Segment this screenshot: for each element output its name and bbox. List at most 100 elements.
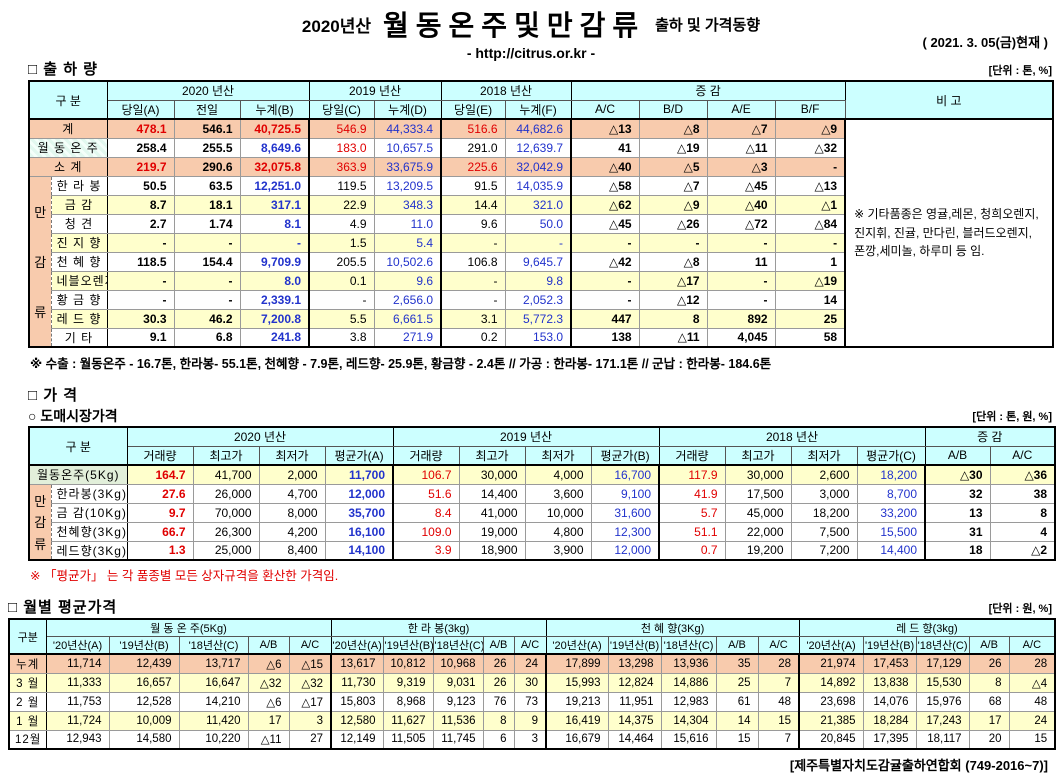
column-group-diff: 증 감 xyxy=(570,80,846,101)
column-header: A/C xyxy=(513,636,547,655)
column-header: B/F xyxy=(774,99,846,120)
column-header: A/C xyxy=(1008,636,1056,655)
data-cell: 14,076 xyxy=(862,691,917,712)
data-cell: 30 xyxy=(513,672,548,693)
data-cell: 3 xyxy=(288,710,333,731)
data-cell: 48 xyxy=(1008,691,1056,712)
data-cell: 12,000 xyxy=(324,483,395,504)
data-cell: 8.7 xyxy=(106,194,175,215)
table-row: 2 월 11,753 12,528 14,210 △6 △17 15,803 8,968 9,1… xyxy=(8,691,1056,712)
monthly-section-title: □ 월별 평균가격 xyxy=(8,599,118,616)
row-label: 금 감 xyxy=(50,194,108,215)
monthly-unit-label: [단위 : 원, %] xyxy=(988,603,1052,615)
data-cell: 33,200 xyxy=(856,502,927,523)
column-group-2020: 2020 년산 xyxy=(106,80,310,101)
row-label: 금 감(10Kg) xyxy=(50,502,128,523)
wholesale-heading: ○ 도매시장가격 [단위 : 톤, 원, %] xyxy=(28,406,1052,424)
data-cell: 14,580 xyxy=(108,729,180,750)
data-cell: 11,333 xyxy=(45,672,110,693)
row-label: 2 월 xyxy=(8,691,47,712)
data-cell: 35 xyxy=(715,653,759,674)
column-header-remarks: 비 고 xyxy=(844,80,1054,120)
data-cell: 1.74 xyxy=(173,213,241,234)
data-cell: - xyxy=(239,232,311,253)
column-group-2018: 2018 년산 xyxy=(658,426,926,447)
data-cell: △7 xyxy=(638,175,708,196)
data-cell: 8 xyxy=(989,502,1056,523)
data-cell: 348.3 xyxy=(373,194,443,215)
data-cell: 26 xyxy=(968,653,1010,674)
data-cell: △11 xyxy=(706,137,776,158)
column-header: '20년산(A) xyxy=(798,636,864,655)
data-cell: 2,600 xyxy=(790,464,858,485)
data-cell: 14,210 xyxy=(178,691,249,712)
data-cell: 16,419 xyxy=(545,710,609,731)
data-cell: 15,530 xyxy=(915,672,970,693)
site-url-link[interactable]: - http://citrus.or.kr - xyxy=(466,45,596,61)
data-cell: △84 xyxy=(774,213,847,234)
data-cell: 11,951 xyxy=(607,691,662,712)
data-cell: 28 xyxy=(757,653,801,674)
data-cell: △4 xyxy=(1008,672,1056,693)
data-cell: 30.3 xyxy=(106,308,175,329)
remarks-cell: ※ 기타품종은 영귤,레몬, 청희오렌지, 진지휘, 진귤, 만다린, 블러드오… xyxy=(844,118,1054,348)
data-cell: △15 xyxy=(288,653,333,674)
data-cell: 51.1 xyxy=(658,521,726,542)
data-cell: 117.9 xyxy=(658,464,726,485)
data-cell: 138 xyxy=(570,327,640,348)
data-cell: △45 xyxy=(570,213,640,234)
data-cell: 12,983 xyxy=(660,691,717,712)
data-cell: 892 xyxy=(706,308,776,329)
table-row: 황 금 향 - -2,339.1-2,656.0-2,052.3- △12-14 xyxy=(29,289,1053,310)
data-cell: 9.7 xyxy=(126,502,194,523)
column-header: 누계(B) xyxy=(239,99,310,120)
data-cell: △58 xyxy=(570,175,640,196)
data-cell: 61 xyxy=(715,691,759,712)
data-cell: 12,580 xyxy=(330,710,384,731)
data-cell: 9.6 xyxy=(373,270,443,291)
data-cell: 17,129 xyxy=(915,653,970,674)
data-cell: 10,968 xyxy=(432,653,484,674)
column-header: 거래량 xyxy=(658,445,726,466)
data-cell: 3 xyxy=(513,729,548,750)
column-header-gubun: 구분 xyxy=(8,618,47,655)
row-label: 계 xyxy=(28,118,108,139)
data-cell: 23,698 xyxy=(798,691,864,712)
shipment-section-heading: □ 출 하 량 [단위 : 톤, %] xyxy=(28,58,1052,78)
data-cell: - xyxy=(706,232,776,253)
data-cell: - xyxy=(173,289,241,310)
data-cell: 14.4 xyxy=(440,194,506,215)
data-cell: 12,300 xyxy=(590,521,661,542)
data-cell: △17 xyxy=(288,691,333,712)
data-cell: 25,000 xyxy=(192,540,260,561)
data-cell: 106.8 xyxy=(440,251,506,272)
table-row: 월동온주(5Kg) 164.7 41,700 2,000 11,700 106.7 30,0… xyxy=(28,464,1056,485)
data-cell: △13 xyxy=(570,118,640,139)
data-cell: 119.5 xyxy=(308,175,375,196)
column-header: '19년산(B) xyxy=(607,636,662,655)
column-group-wintermandarin: 월 동 온 주(5Kg) xyxy=(45,618,332,637)
data-cell: 28 xyxy=(1008,653,1056,674)
data-cell: 3,000 xyxy=(790,483,858,504)
data-cell: 10,657.5 xyxy=(373,137,443,158)
data-cell: △6 xyxy=(247,691,290,712)
data-cell: 10,220 xyxy=(178,729,249,750)
data-cell: 0.1 xyxy=(308,270,375,291)
data-cell: 7,500 xyxy=(790,521,858,542)
data-cell: 6,661.5 xyxy=(373,308,443,329)
row-label: 소 계 xyxy=(28,156,108,177)
data-cell: 11 xyxy=(706,251,776,272)
table-row: 계 478.1 546.1 40,725.5 546.9 44,333.4 516.6 44,… xyxy=(28,118,1054,348)
data-cell: 13,838 xyxy=(862,672,917,693)
data-cell: 18,117 xyxy=(915,729,970,750)
data-cell: 9 xyxy=(513,710,548,731)
column-header: 전일 xyxy=(173,99,241,120)
table-row: 3 월 11,333 16,657 16,647 △32 △32 11,730 9,319 9,… xyxy=(8,672,1056,693)
data-cell: 4,000 xyxy=(524,464,592,485)
data-cell: 11,714 xyxy=(45,653,110,674)
data-cell: 4,045 xyxy=(706,327,776,348)
column-header: 당일(C) xyxy=(308,99,375,120)
data-cell: 12,439 xyxy=(108,653,180,674)
data-cell: 2,052.3 xyxy=(504,289,573,310)
data-cell: 16,100 xyxy=(324,521,395,542)
